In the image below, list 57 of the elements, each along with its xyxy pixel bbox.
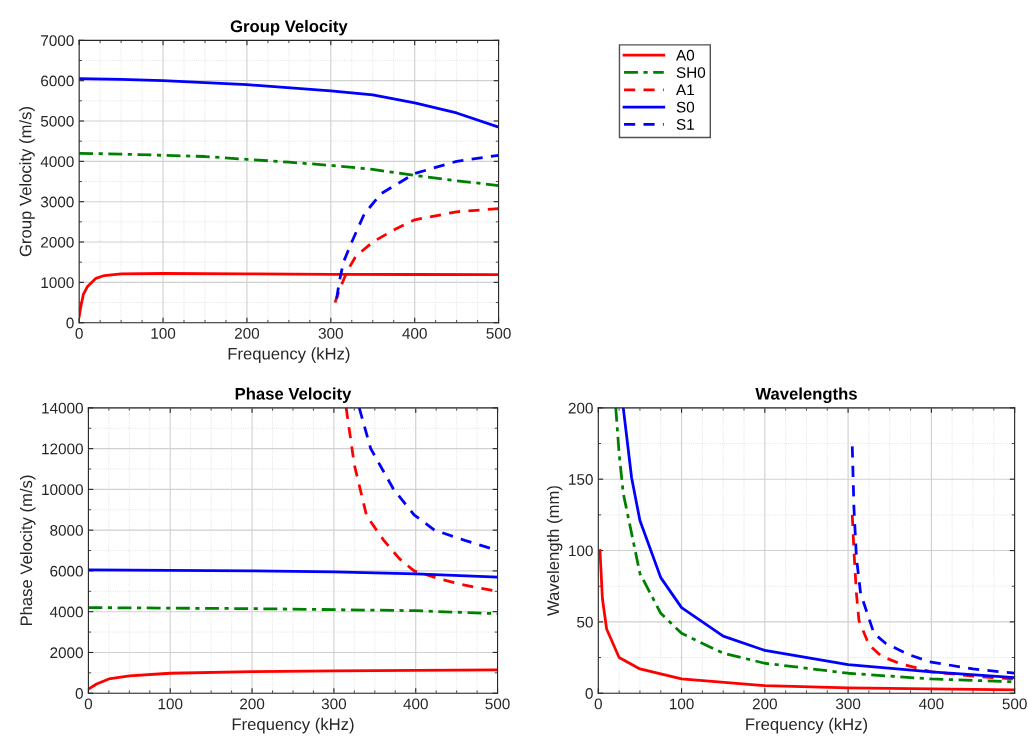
y-tick-label: 100 <box>569 545 593 557</box>
x-tick-label: 200 <box>234 327 260 339</box>
x-axis-title: Frequency (kHz) <box>228 347 350 363</box>
y-tick-label: 2000 <box>41 236 74 248</box>
y-tick-label: 50 <box>577 616 593 628</box>
x-tick-label: 100 <box>158 698 183 710</box>
x-tick-label: 500 <box>1002 698 1027 710</box>
y-tick-label: 0 <box>66 317 74 329</box>
y-tick-label: 8000 <box>50 525 83 536</box>
line-series <box>79 77 499 129</box>
chart-title: Group Velocity <box>230 19 348 36</box>
x-tick-label: 400 <box>403 698 428 710</box>
y-tick-label: 4000 <box>49 606 83 618</box>
legend-label: SH0 <box>676 67 706 78</box>
y-tick-label: 4000 <box>40 156 74 168</box>
y-tick-label: 2000 <box>50 647 83 659</box>
legend-label: A0 <box>676 49 695 61</box>
y-tick-label: 6000 <box>41 75 74 87</box>
x-axis-title: Frequency (kHz) <box>232 717 354 734</box>
line-series <box>79 151 499 187</box>
y-tick-label: 7000 <box>41 35 74 47</box>
y-tick-label: 0 <box>585 688 593 699</box>
x-tick-label: 300 <box>835 698 861 710</box>
x-tick-label: 300 <box>321 698 347 710</box>
y-axis-title: Group Velocity (m/s) <box>19 107 35 257</box>
y-axis-title: Phase Velocity (m/s) <box>19 475 36 626</box>
chart-title: Phase Velocity <box>235 387 352 403</box>
y-tick-label: 5000 <box>40 115 74 127</box>
line-series <box>88 568 498 579</box>
x-tick-label: 200 <box>240 698 265 710</box>
y-tick-label: 12000 <box>42 443 83 455</box>
y-tick-label: 200 <box>568 402 593 414</box>
x-tick-label: 500 <box>485 698 510 710</box>
legend-label: S0 <box>676 101 695 113</box>
x-tick-label: 200 <box>752 698 777 710</box>
y-tick-label: 1000 <box>41 277 74 289</box>
y-tick-label: 3000 <box>40 196 74 208</box>
x-axis-title: Frequency (kHz) <box>746 717 868 734</box>
y-tick-label: 150 <box>569 474 593 485</box>
x-tick-label: 100 <box>669 698 694 710</box>
y-tick-label: 10000 <box>42 484 83 496</box>
line-series <box>850 513 1015 681</box>
x-tick-label: 400 <box>918 698 944 710</box>
line-series <box>335 153 499 300</box>
x-tick-label: 500 <box>486 327 511 339</box>
legend-label: A1 <box>676 84 694 96</box>
x-tick-label: 400 <box>402 327 427 339</box>
chart-title: Wavelengths <box>755 387 857 404</box>
y-axis-title: Wavelength (mm) <box>546 486 563 616</box>
y-tick-label: 6000 <box>50 565 83 577</box>
x-tick-label: 300 <box>318 327 343 339</box>
x-tick-label: 0 <box>84 698 93 710</box>
legend-label: S1 <box>676 119 694 130</box>
y-tick-label: 0 <box>75 688 83 699</box>
x-tick-label: 100 <box>151 327 176 339</box>
y-tick-label: 14000 <box>42 402 83 414</box>
x-tick-label: 0 <box>594 698 602 710</box>
